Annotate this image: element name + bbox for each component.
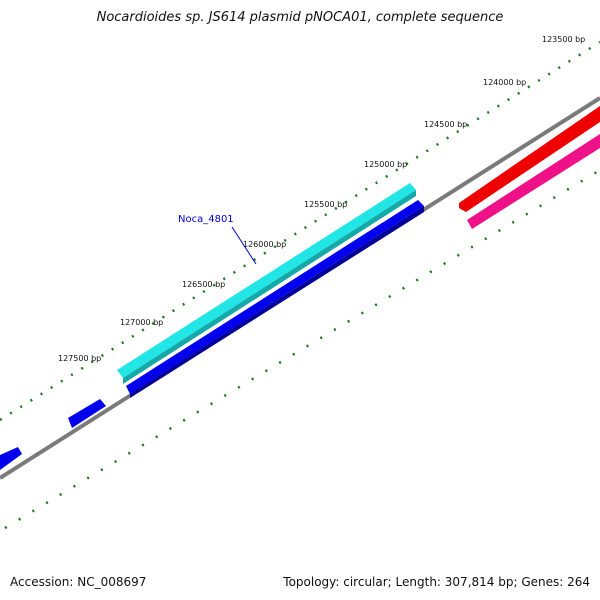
tick-label-125500: 125500 bp — [304, 200, 347, 209]
tick-label-124000: 124000 bp — [483, 78, 526, 87]
accession-text: Accession: NC_008697 — [10, 575, 147, 589]
gene-noca-4801[interactable] — [117, 183, 416, 384]
tick-label-126000: 126000 bp — [243, 240, 286, 249]
map-title: Nocardioides sp. JS614 plasmid pNOCA01, … — [96, 10, 504, 25]
gene-pink[interactable] — [467, 134, 600, 229]
gene-blue-edge[interactable] — [0, 447, 22, 470]
tick-label-126500: 126500 bp — [182, 280, 225, 289]
outer-tick-track — [0, 40, 600, 422]
gene-blue-small[interactable] — [68, 399, 106, 428]
tick-label-127500: 127500 bp — [58, 354, 101, 363]
gene-label-noca-4801[interactable]: Noca_4801 — [178, 214, 234, 225]
gene-red[interactable] — [459, 106, 600, 212]
gene-label-leader — [231, 226, 257, 265]
gene-blue-long[interactable] — [126, 200, 424, 398]
tick-label-127000: 127000 bp — [120, 318, 163, 327]
tick-label-125000: 125000 bp — [364, 160, 407, 169]
tick-label-123500: 123500 bp — [542, 35, 585, 44]
summary-text: Topology: circular; Length: 307,814 bp; … — [283, 575, 590, 589]
inner-tick-track — [4, 168, 600, 530]
tick-label-124500: 124500 bp — [424, 120, 467, 129]
